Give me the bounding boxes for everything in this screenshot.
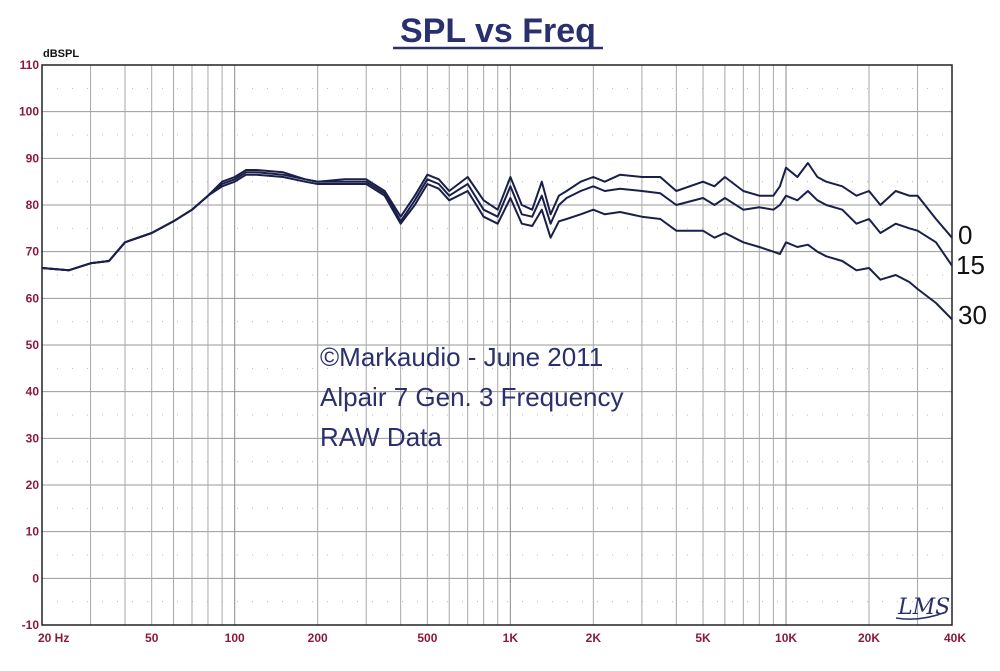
y-tick-label-1: 0 (32, 571, 39, 585)
y-tick-label-5: 40 (26, 385, 40, 399)
y-tick-label-12: 110 (20, 58, 40, 72)
series-label-0: 0 (958, 220, 972, 250)
y-tick-label-10: 90 (26, 151, 40, 165)
x-tick-label-4: 500 (417, 631, 437, 645)
x-tick-label-9: 20K (858, 631, 880, 645)
series-end-labels: 015 30 (956, 220, 987, 330)
y-tick-label-3: 20 (26, 478, 40, 492)
x-tick-label-8: 10K (775, 631, 797, 645)
y-tick-label-8: 70 (26, 245, 40, 259)
x-tick-label-1: 50 (145, 631, 159, 645)
series-lines (41, 162, 953, 321)
y-tick-label-4: 30 (26, 431, 40, 445)
series-line-0 (41, 162, 953, 272)
x-tick-label-7: 5K (695, 631, 711, 645)
annotation-copyright: ©Markaudio - June 2011 (320, 342, 603, 372)
x-tick-label-2: 100 (225, 631, 245, 645)
y-tick-label-2: 10 (26, 525, 40, 539)
series-line-15 (41, 171, 953, 272)
annotation-block: ©Markaudio - June 2011 Alpair 7 Gen. 3 F… (320, 342, 624, 452)
x-tick-labels: 20 Hz 50 100 200 500 1K 2K 5K 10K 20K 40K (38, 631, 966, 645)
x-tick-label-6: 2K (586, 631, 602, 645)
y-tick-labels: -10 0 10 20 30 40 50 60 70 80 90 100 110 (19, 58, 39, 632)
series-label-15: 15 (956, 250, 985, 280)
annotation-model: Alpair 7 Gen. 3 Frequency (320, 382, 624, 412)
annotation-raw: RAW Data (320, 422, 442, 452)
x-tick-label-3: 200 (308, 631, 328, 645)
series-label-30: 30 (958, 300, 987, 330)
y-tick-label-7: 60 (26, 291, 40, 305)
y-tick-label-11: 100 (19, 105, 39, 119)
x-tick-label-10: 40K (944, 631, 966, 645)
y-axis-label: dBSPL (43, 48, 79, 60)
x-tick-label-5: 1K (503, 631, 519, 645)
x-tick-label-0: 20 Hz (38, 631, 69, 645)
y-tick-label-6: 50 (26, 338, 40, 352)
lms-logo: LMS (897, 595, 950, 620)
plot-frame (41, 64, 953, 626)
y-tick-label-9: 80 (26, 198, 40, 212)
chart-title: SPL vs Freq (400, 12, 596, 50)
y-tick-label-0: -10 (22, 618, 40, 632)
series-line-30 (41, 173, 953, 321)
lms-logo-flourish (895, 611, 947, 620)
